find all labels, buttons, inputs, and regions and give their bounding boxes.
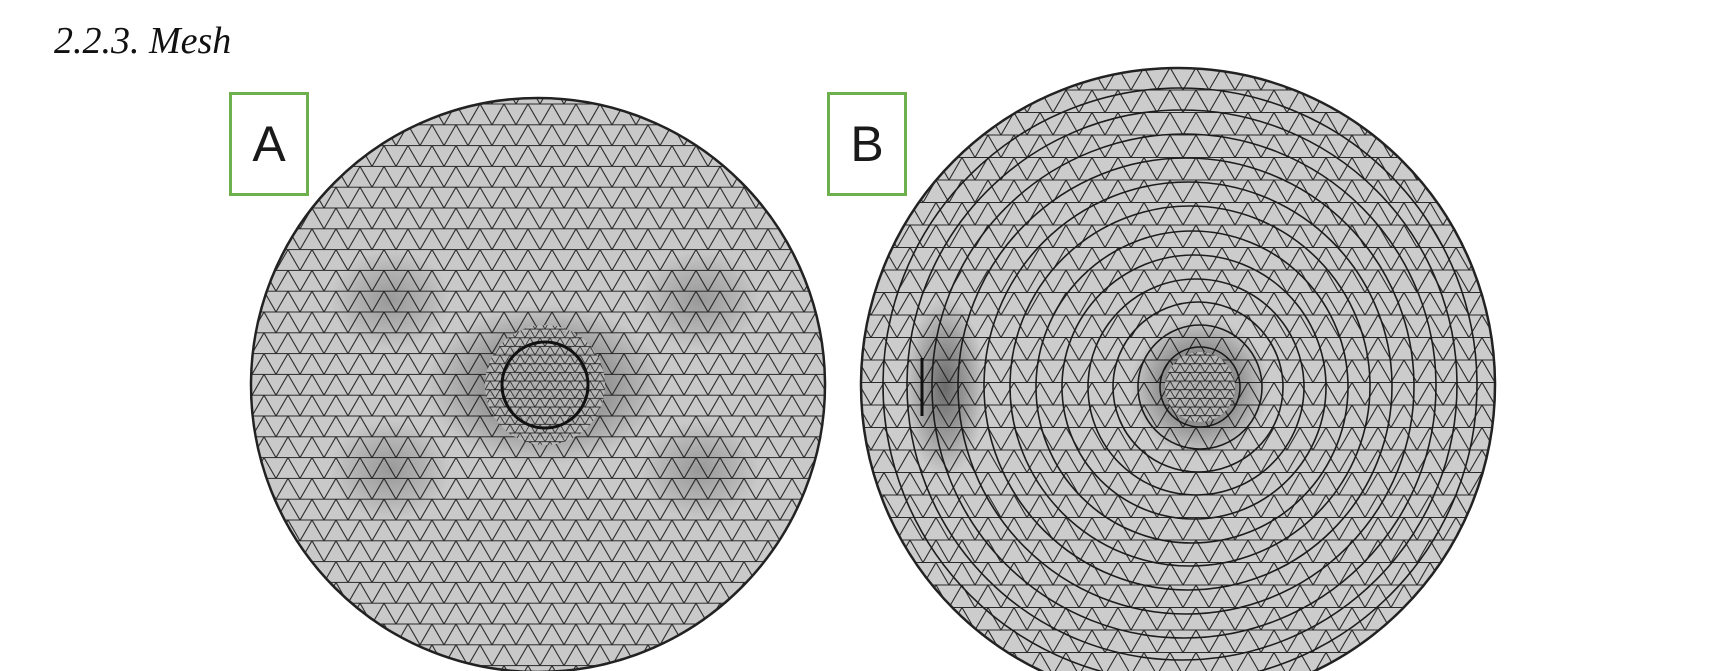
panel-label-b: B: [827, 92, 907, 196]
section-heading: 2.2.3. Mesh: [54, 20, 232, 62]
mesh-a: [249, 96, 827, 671]
mesh-a-inner-boundary: [500, 340, 590, 430]
mesh-b: [859, 66, 1497, 671]
panel-label-a: A: [229, 92, 309, 196]
